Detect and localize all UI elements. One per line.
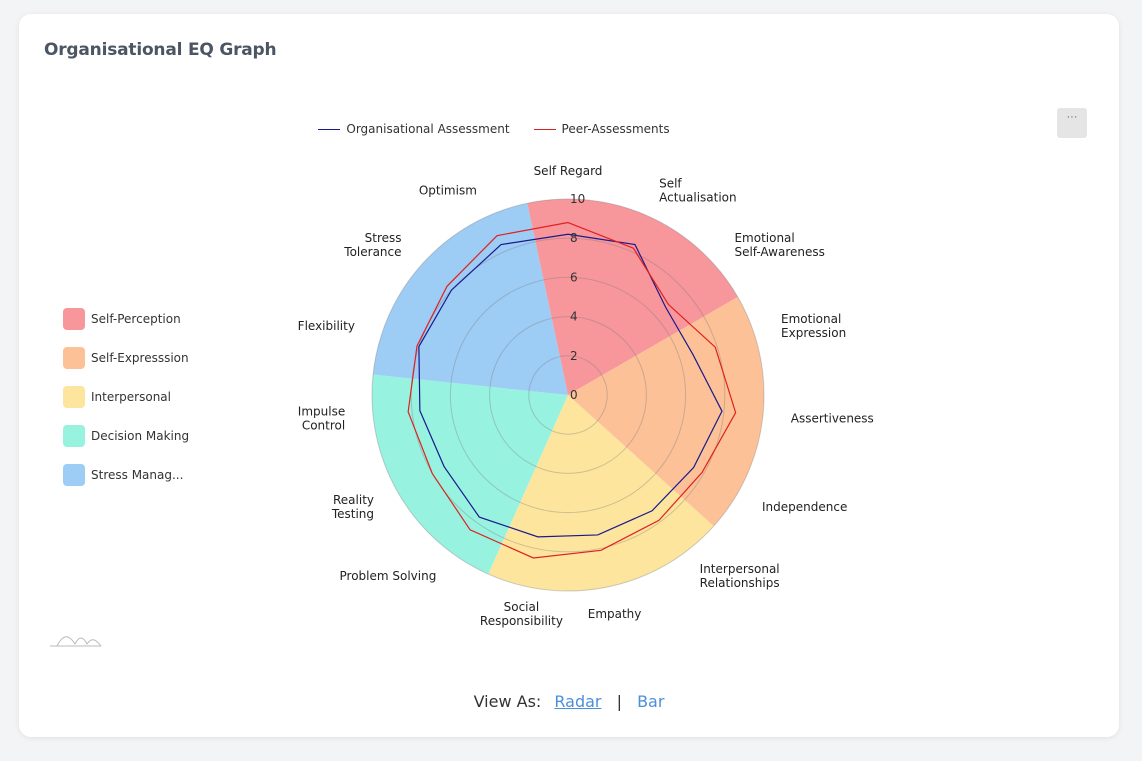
legend-label-stress-management: Stress Manag...: [91, 468, 184, 482]
axis-label-8: Social Responsibility: [480, 600, 563, 628]
legend-item-self-expression[interactable]: Self-Expresssion: [63, 346, 189, 370]
legend-label-decision-making: Decision Making: [91, 429, 190, 443]
legend-label-interpersonal: Interpersonal: [91, 390, 171, 404]
sector-3: [372, 374, 568, 575]
legend-label-self-perception: Self-Perception: [91, 312, 181, 326]
radar-chart: 0 2 4 6 8 10 Self Regard Self Actualisation Emoti…: [298, 164, 874, 628]
axis-label-1: Self Actualisation: [659, 176, 737, 204]
grid-circle-1: [528, 355, 608, 435]
chart-menu-button[interactable]: ···: [1057, 108, 1087, 138]
r-tick-label-0: 0: [570, 388, 578, 402]
legend-label-organisational: Organisational Assessment: [346, 122, 510, 136]
series-line-0: [418, 233, 723, 538]
chart-watermark-icon: [50, 636, 102, 647]
axis-label-0: Self Regard: [534, 164, 603, 178]
grid-circle-2: [489, 316, 647, 474]
grid-circle-4: [410, 237, 726, 553]
view-bar-link[interactable]: Bar: [637, 692, 665, 711]
view-radar-link[interactable]: Radar: [554, 692, 602, 711]
axis-label-9: Problem Solving: [340, 569, 437, 583]
legend-item-peer[interactable]: Peer-Assessments: [533, 122, 670, 136]
legend-label-self-expression: Self-Expresssion: [91, 351, 189, 365]
legend-item-self-perception[interactable]: Self-Perception: [63, 307, 189, 331]
r-tick-label-3: 6: [570, 270, 578, 284]
view-separator: |: [616, 692, 622, 711]
axis-label-10: Reality Testing: [331, 493, 374, 521]
swatch-decision-making: [63, 425, 85, 447]
category-legend: Self-Perception Self-Expresssion Interpe…: [63, 307, 189, 502]
axis-label-5: Independence: [762, 500, 847, 514]
axis-label-7: Empathy: [588, 607, 642, 621]
grid-circle-3: [449, 276, 687, 514]
axis-label-3: Emotional Expression: [781, 312, 846, 340]
axis-label-2: Emotional Self-Awareness: [734, 231, 824, 259]
legend-item-interpersonal[interactable]: Interpersonal: [63, 385, 189, 409]
legend-item-decision-making[interactable]: Decision Making: [63, 424, 189, 448]
legend-label-peer: Peer-Assessments: [561, 122, 670, 136]
series-legend: Organisational Assessment Peer-Assessmen…: [19, 122, 1119, 136]
axis-label-12: Flexibility: [298, 319, 355, 333]
r-tick-label-2: 4: [570, 310, 578, 324]
axis-label-6: Interpersonal Relationships: [700, 562, 780, 590]
legend-line-organisational: [318, 128, 341, 130]
r-tick-label-1: 2: [570, 349, 578, 363]
view-as-label: View As:: [473, 692, 542, 711]
r-tick-label-4: 8: [570, 231, 578, 245]
r-tick-label-5: 10: [570, 192, 585, 206]
grid-circle-5: [371, 198, 765, 592]
axis-label-13: Stress Tolerance: [343, 231, 401, 259]
axis-label-11: Impulse Control: [298, 404, 345, 432]
series-line-1: [407, 221, 737, 559]
card-title: Organisational EQ Graph: [44, 40, 277, 60]
legend-item-organisational[interactable]: Organisational Assessment: [318, 122, 510, 136]
swatch-interpersonal: [63, 386, 85, 408]
view-as-switcher: View As: Radar | Bar: [19, 692, 1119, 711]
legend-item-stress-management[interactable]: Stress Manag...: [63, 463, 189, 487]
swatch-self-expression: [63, 347, 85, 369]
sector-0: [527, 198, 738, 395]
eq-graph-card: Organisational EQ Graph ··· Organisation…: [19, 14, 1119, 737]
axis-label-4: Assertiveness: [791, 411, 874, 425]
swatch-self-perception: [63, 308, 85, 330]
sector-1: [568, 297, 764, 527]
axis-label-14: Optimism: [419, 183, 477, 197]
swatch-stress-management: [63, 464, 85, 486]
sector-2: [488, 395, 714, 592]
sector-4: [373, 203, 568, 395]
legend-line-peer: [533, 128, 556, 130]
